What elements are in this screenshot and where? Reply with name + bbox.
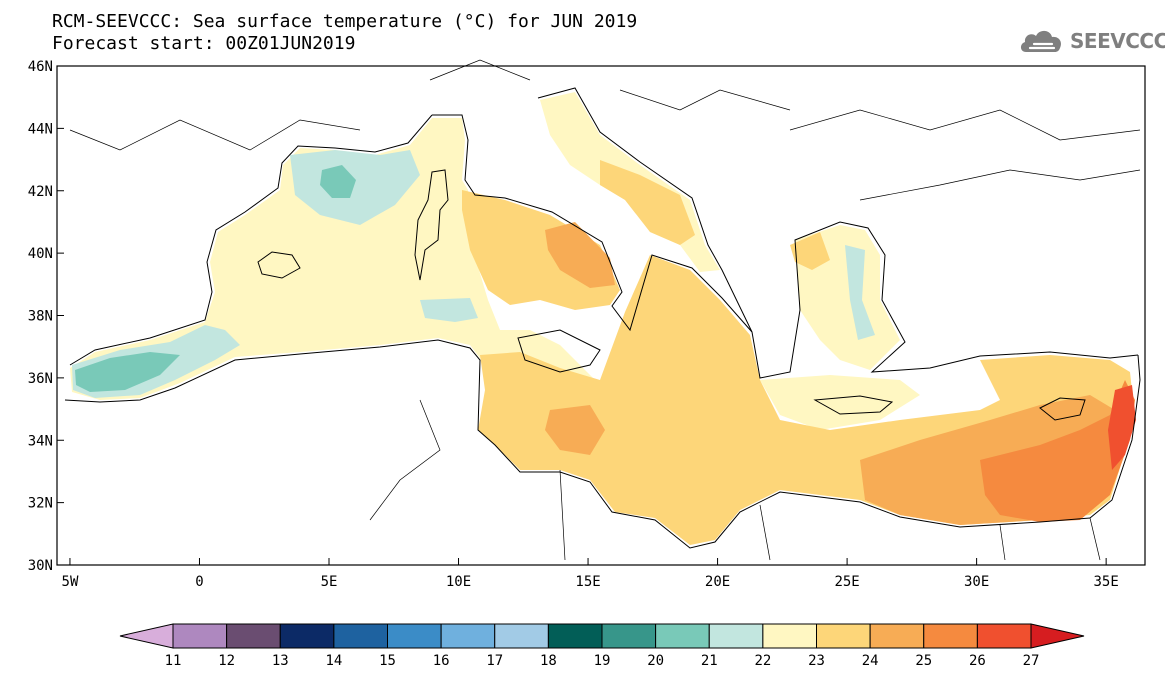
coastline-italy (432, 114, 753, 333)
island-sicily (517, 329, 601, 373)
lon-tick-label: 5E (321, 574, 338, 590)
colorbar-swatch (333, 623, 388, 649)
sst-region-22-sardinia (420, 298, 478, 322)
colorbar-label: 15 (379, 653, 396, 669)
sst-region-25-tyrrhenian-se (545, 222, 615, 288)
sst-region-23-aegean (795, 225, 900, 370)
island-corsica-sardinia (414, 169, 449, 281)
colorbar-label: 16 (433, 653, 450, 669)
lon-tick-label: 25E (834, 574, 859, 590)
latitude-axis: 30N 32N 34N 36N 38N 40N 42N 44N 46N (28, 59, 64, 574)
lat-tick-label: 34N (28, 433, 53, 449)
forecast-start-subtitle: Forecast start: 00Z01JUN2019 (52, 33, 356, 54)
colorbar-swatch (547, 623, 603, 649)
sst-region-26-levantine-east (980, 380, 1135, 522)
lat-tick-label: 36N (28, 371, 53, 387)
lon-tick-label: 0 (195, 574, 203, 590)
sst-region-25-levantine (860, 395, 1115, 525)
sst-region-21-gulf-of-lion (320, 165, 356, 198)
lat-tick-label: 40N (28, 246, 53, 262)
longitude-axis: 5W 0 5E 10E 15E 20E 25E 30E 35E (62, 558, 1119, 590)
colorbar-label: 19 (594, 653, 611, 669)
coastline-north-africa (64, 339, 1091, 549)
colorbar-swatch (708, 623, 764, 649)
colorbar-label: 13 (272, 653, 289, 669)
sst-region-21-alboran (75, 352, 180, 392)
lat-tick-label: 30N (28, 558, 53, 574)
sst-region-24-central (478, 255, 1135, 545)
colorbar-label: 22 (754, 653, 771, 669)
lon-tick-label: 5W (62, 574, 79, 590)
lat-tick-label: 38N (28, 309, 53, 325)
colorbar-label: 25 (915, 653, 932, 669)
lat-tick-label: 46N (28, 59, 53, 75)
sst-region-24-tyrrhenian (462, 190, 620, 310)
colorbar-swatch (494, 623, 549, 649)
colorbar-label: 14 (325, 653, 342, 669)
lon-tick-label: 35E (1093, 574, 1118, 590)
colorbar-label: 12 (218, 653, 235, 669)
sst-region-24-adriatic (600, 160, 695, 245)
colorbar-label: 21 (701, 653, 718, 669)
sst-region-24-crete-north (790, 232, 830, 270)
lat-tick-label: 42N (28, 184, 53, 200)
sst-region-23-adriatic (540, 92, 720, 272)
colorbar-label: 18 (540, 653, 557, 669)
colorbar-label: 23 (808, 653, 825, 669)
temperature-colorbar: 11 12 13 14 15 16 17 18 19 20 21 22 23 24 25 26 27 (119, 623, 1085, 669)
colorbar-label: 26 (969, 653, 986, 669)
sst-region-23-west (70, 118, 600, 400)
coastline-greece-turkey (751, 221, 1139, 379)
colorbar-swatch (923, 623, 978, 649)
map-frame (56, 65, 1146, 566)
map-title: RCM-SEEVCCC: Sea surface temperature (°C… (52, 11, 638, 32)
sst-region-22-aegean (845, 245, 875, 340)
colorbar-swatch (279, 623, 335, 649)
lat-tick-label: 32N (28, 496, 53, 512)
sst-region-22-gulf-of-lion (290, 150, 420, 225)
colorbar-max-arrow (1030, 623, 1085, 649)
colorbar-label: 11 (165, 653, 182, 669)
colorbar-swatch (976, 623, 1032, 649)
coastline-adriatic (537, 87, 753, 333)
colorbar-swatch (440, 623, 496, 649)
sst-region-23-crete (760, 375, 920, 430)
lon-tick-label: 30E (964, 574, 989, 590)
logo-text: SEEVCCC (1070, 29, 1165, 53)
colorbar-swatch (816, 623, 871, 649)
colorbar-swatch (869, 623, 925, 649)
seevccc-logo: SEEVCCC (1018, 24, 1165, 58)
colorbar-label: 17 (486, 653, 503, 669)
colorbar-label: 27 (1023, 653, 1040, 669)
cloud-icon (1020, 30, 1062, 52)
island-cyprus (1039, 397, 1086, 421)
lat-tick-label: 44N (28, 121, 53, 137)
coastline-levant (1089, 354, 1141, 519)
colorbar-swatch (226, 623, 281, 649)
island-crete (813, 395, 894, 415)
colorbar-swatch (387, 623, 442, 649)
colorbar-swatch (172, 623, 228, 649)
colorbar-label: 24 (862, 653, 879, 669)
colorbar-swatch (655, 623, 710, 649)
lon-tick-label: 15E (575, 574, 600, 590)
island-balearics (257, 251, 301, 279)
sst-region-27-levant-coast (1108, 385, 1136, 470)
lon-tick-label: 20E (705, 574, 730, 590)
colorbar-swatch (762, 623, 817, 649)
colorbar-min-arrow (119, 623, 174, 649)
colorbar-swatch (601, 623, 657, 649)
sst-region-25-libyan (545, 405, 605, 455)
lon-tick-label: 10E (446, 574, 471, 590)
sst-region-22-alboran (72, 325, 240, 398)
coastline-iberia (69, 114, 433, 366)
colorbar-label: 20 (647, 653, 664, 669)
land-borders (69, 59, 1141, 561)
